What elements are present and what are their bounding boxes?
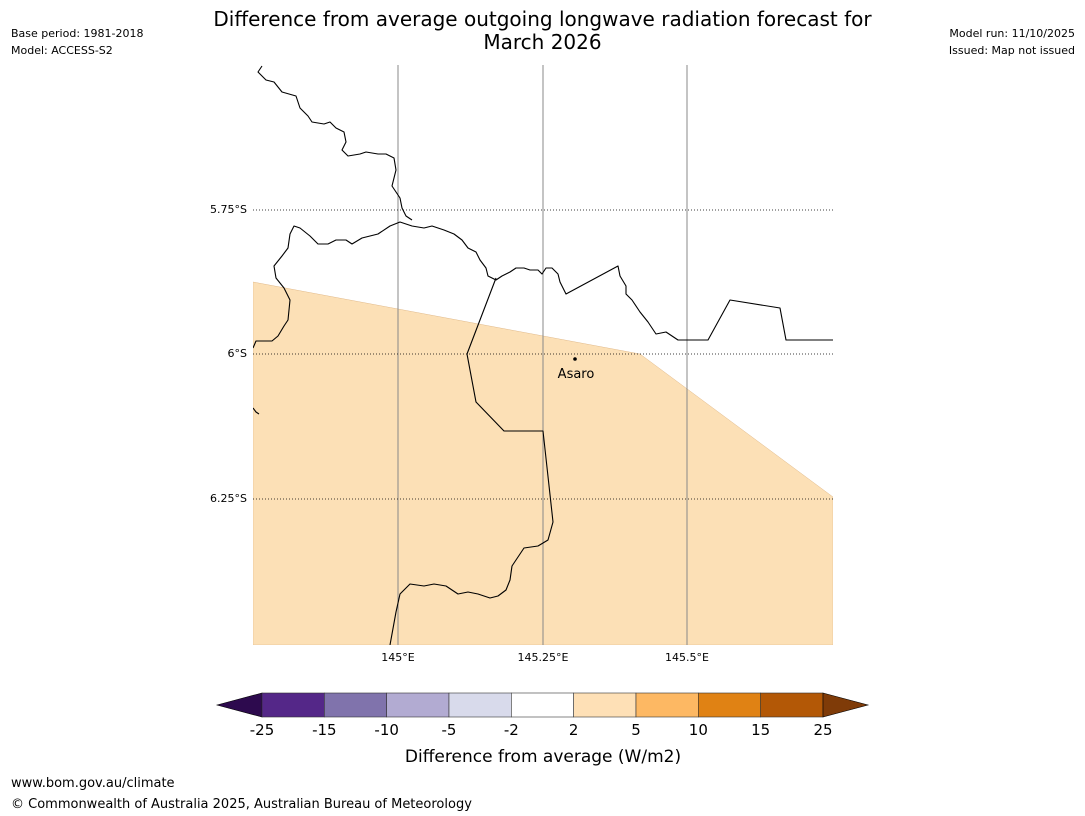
model-run-text: Model run: 11/10/2025 bbox=[949, 27, 1075, 40]
meta-left: Base period: 1981-2018 Model: ACCESS-S2 bbox=[11, 25, 143, 59]
colorbar-tick-label: -15 bbox=[312, 721, 337, 739]
title-line-1: Difference from average outgoing longwav… bbox=[213, 7, 872, 31]
colorbar-tick-label: 25 bbox=[813, 721, 832, 739]
model-text: Model: ACCESS-S2 bbox=[11, 44, 113, 57]
colorbar-tick-label: -10 bbox=[374, 721, 399, 739]
colorbar-segment bbox=[698, 692, 761, 718]
asaro-label: Asaro bbox=[558, 367, 595, 382]
lat-label-6s: 6°S bbox=[228, 347, 247, 360]
colorbar-tick-label: 15 bbox=[751, 721, 770, 739]
colorbar-tick-labels: -25 -15 -10 -5 -2 2 5 10 15 25 bbox=[250, 721, 833, 739]
boundary-central bbox=[253, 221, 833, 349]
colorbar-segment bbox=[448, 692, 512, 718]
boundary-south bbox=[389, 277, 554, 645]
colorbar-tick-label: 10 bbox=[689, 721, 708, 739]
meta-right: Model run: 11/10/2025 Issued: Map not is… bbox=[949, 25, 1075, 59]
colorbar-tick-label: 5 bbox=[631, 721, 641, 739]
colorbar-segments bbox=[261, 692, 824, 718]
asaro-point-marker bbox=[573, 357, 577, 361]
colorbar-segment bbox=[261, 692, 325, 718]
colorbar-segment bbox=[386, 692, 450, 718]
title-line-2: March 2026 bbox=[483, 30, 602, 54]
colorbar-tick-label: -2 bbox=[504, 721, 519, 739]
colorbar-tick-label: -5 bbox=[442, 721, 457, 739]
colorbar-segment bbox=[324, 692, 387, 718]
lon-label-145-25e: 145.25°E bbox=[518, 651, 569, 664]
province-boundaries bbox=[253, 65, 833, 645]
colorbar-segment bbox=[635, 692, 699, 718]
footer-url: www.bom.gov.au/climate bbox=[11, 776, 175, 791]
boundary-north bbox=[257, 65, 413, 221]
lon-label-145-5e: 145.5°E bbox=[665, 651, 709, 664]
footer-copyright: © Commonwealth of Australia 2025, Austra… bbox=[11, 797, 472, 812]
colorbar-segment bbox=[760, 692, 824, 718]
colorbar-high-extend bbox=[822, 692, 870, 718]
colorbar-low-extend bbox=[215, 692, 263, 718]
colorbar-segment bbox=[511, 692, 574, 718]
colorbar-segment bbox=[573, 692, 637, 718]
issued-text: Issued: Map not issued bbox=[948, 44, 1075, 57]
colorbar-title: Difference from average (W/m2) bbox=[405, 747, 681, 767]
lat-label-5-75s: 5.75°S bbox=[210, 203, 247, 216]
base-period-text: Base period: 1981-2018 bbox=[11, 27, 144, 40]
lat-label-6-25s: 6.25°S bbox=[210, 492, 247, 505]
map-canvas: Asaro 5.75°S 6°S 6.25°S 145°E 145.25°E 1… bbox=[210, 65, 833, 664]
colorbar-tick-label: 2 bbox=[569, 721, 579, 739]
map-title: Difference from average outgoing longwav… bbox=[0, 8, 1085, 54]
colorbar-tick-label: -25 bbox=[250, 721, 275, 739]
lon-label-145e: 145°E bbox=[381, 651, 414, 664]
colorbar: -25 -15 -10 -5 -2 2 5 10 15 25 Difference from av… bbox=[215, 692, 870, 767]
boundary-west-tick bbox=[253, 407, 260, 415]
footer: www.bom.gov.au/climate © Commonwealth of… bbox=[11, 773, 472, 815]
